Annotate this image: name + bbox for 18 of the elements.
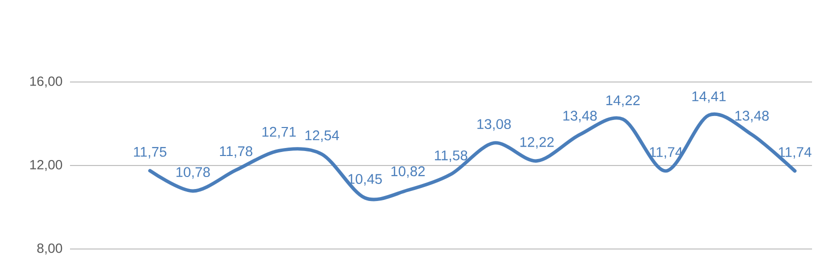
data-label: 14,22	[606, 95, 640, 107]
y-tick-label: 16,00	[30, 76, 62, 88]
data-label: 14,41	[692, 92, 726, 103]
y-tick-label: 12,00	[30, 160, 62, 172]
data-label: 11,74	[778, 147, 812, 159]
data-label: 13,48	[735, 110, 769, 122]
data-label: 11,75	[134, 147, 166, 158]
data-label: 13,48	[563, 110, 597, 122]
data-label: 12,71	[262, 126, 296, 138]
data-label: 10,45	[348, 174, 382, 186]
data-label: 13,08	[477, 119, 511, 131]
data-label: 10,78	[176, 167, 210, 179]
data-label: 12,54	[305, 130, 340, 142]
data-label: 12,22	[520, 137, 554, 149]
y-tick-label: 8,00	[37, 243, 62, 255]
data-label: 11,78	[220, 146, 252, 158]
data-label: 11,58	[434, 150, 468, 162]
data-label: 10,82	[391, 166, 425, 178]
